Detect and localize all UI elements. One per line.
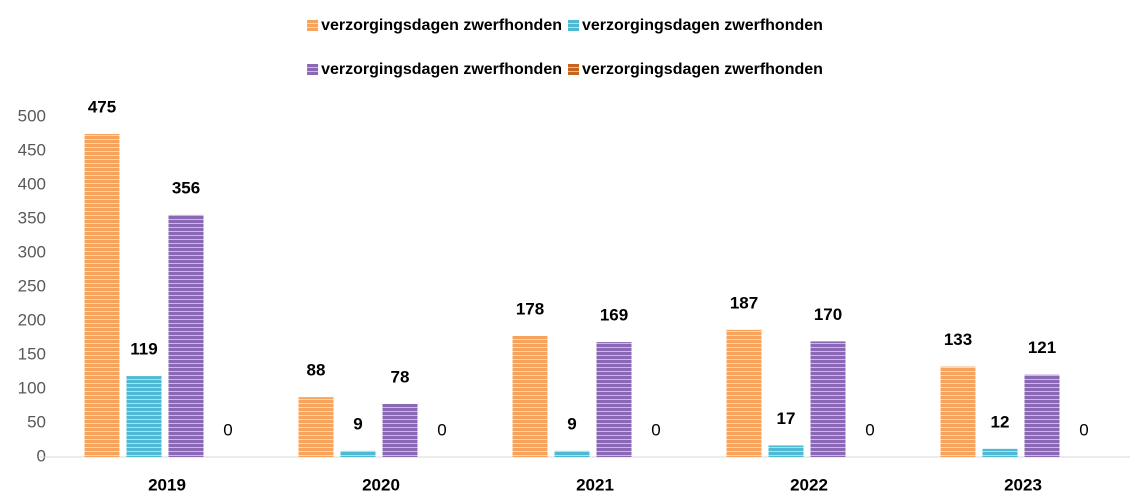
value-label: 0 [651, 420, 660, 439]
value-label: 133 [944, 330, 972, 349]
value-label: 0 [437, 420, 446, 439]
y-tick-label: 150 [18, 344, 46, 363]
legend-swatch [568, 64, 579, 75]
legend-swatch [307, 20, 319, 31]
legend-label: verzorgingsdagen zwerfhonden [582, 17, 823, 34]
bar [726, 329, 762, 457]
x-tick-label: 2022 [790, 475, 828, 494]
value-label: 178 [516, 299, 544, 318]
y-tick-label: 100 [18, 378, 46, 397]
value-label: 88 [307, 361, 326, 380]
value-label: 12 [991, 412, 1010, 431]
value-label: 356 [172, 178, 200, 197]
value-label: 119 [130, 340, 157, 359]
bar [1024, 374, 1060, 457]
value-label: 121 [1028, 338, 1056, 357]
legend-label: verzorgingsdagen zwerfhonden [321, 17, 562, 34]
bar [768, 445, 804, 457]
legend-label: verzorgingsdagen zwerfhonden [582, 61, 823, 78]
y-tick-label: 0 [37, 446, 46, 465]
value-label: 0 [1079, 420, 1088, 439]
y-tick-label: 350 [18, 208, 46, 227]
x-tick-label: 2019 [148, 475, 186, 494]
bar [810, 341, 846, 457]
value-label: 17 [777, 409, 796, 428]
value-label: 9 [353, 414, 362, 433]
bar [126, 376, 162, 457]
legend-label: verzorgingsdagen zwerfhonden [321, 61, 562, 78]
value-label: 169 [600, 306, 628, 325]
value-label: 187 [730, 293, 758, 312]
x-tick-label: 2021 [576, 475, 614, 494]
value-label: 0 [865, 420, 874, 439]
bar [340, 450, 376, 457]
bar [382, 403, 418, 457]
value-label: 9 [567, 414, 576, 433]
x-tick-label: 2020 [362, 475, 400, 494]
y-tick-label: 450 [18, 140, 46, 159]
value-label: 170 [814, 305, 842, 324]
y-tick-label: 250 [18, 276, 46, 295]
value-label: 0 [223, 420, 232, 439]
value-label: 475 [88, 97, 116, 116]
bar [940, 366, 976, 457]
bar [298, 397, 334, 457]
bar [982, 448, 1018, 457]
x-tick-label: 2023 [1004, 475, 1042, 494]
y-tick-label: 200 [18, 310, 46, 329]
bar [512, 335, 548, 457]
y-tick-label: 50 [27, 412, 46, 431]
y-tick-label: 500 [18, 106, 46, 125]
legend-swatch [568, 20, 579, 31]
y-tick-label: 400 [18, 174, 46, 193]
y-tick-label: 300 [18, 242, 46, 261]
bar [554, 450, 590, 457]
legend-swatch [307, 64, 319, 75]
bar [596, 342, 632, 457]
bar [168, 214, 204, 457]
value-label: 78 [391, 367, 410, 386]
bar [84, 134, 120, 457]
